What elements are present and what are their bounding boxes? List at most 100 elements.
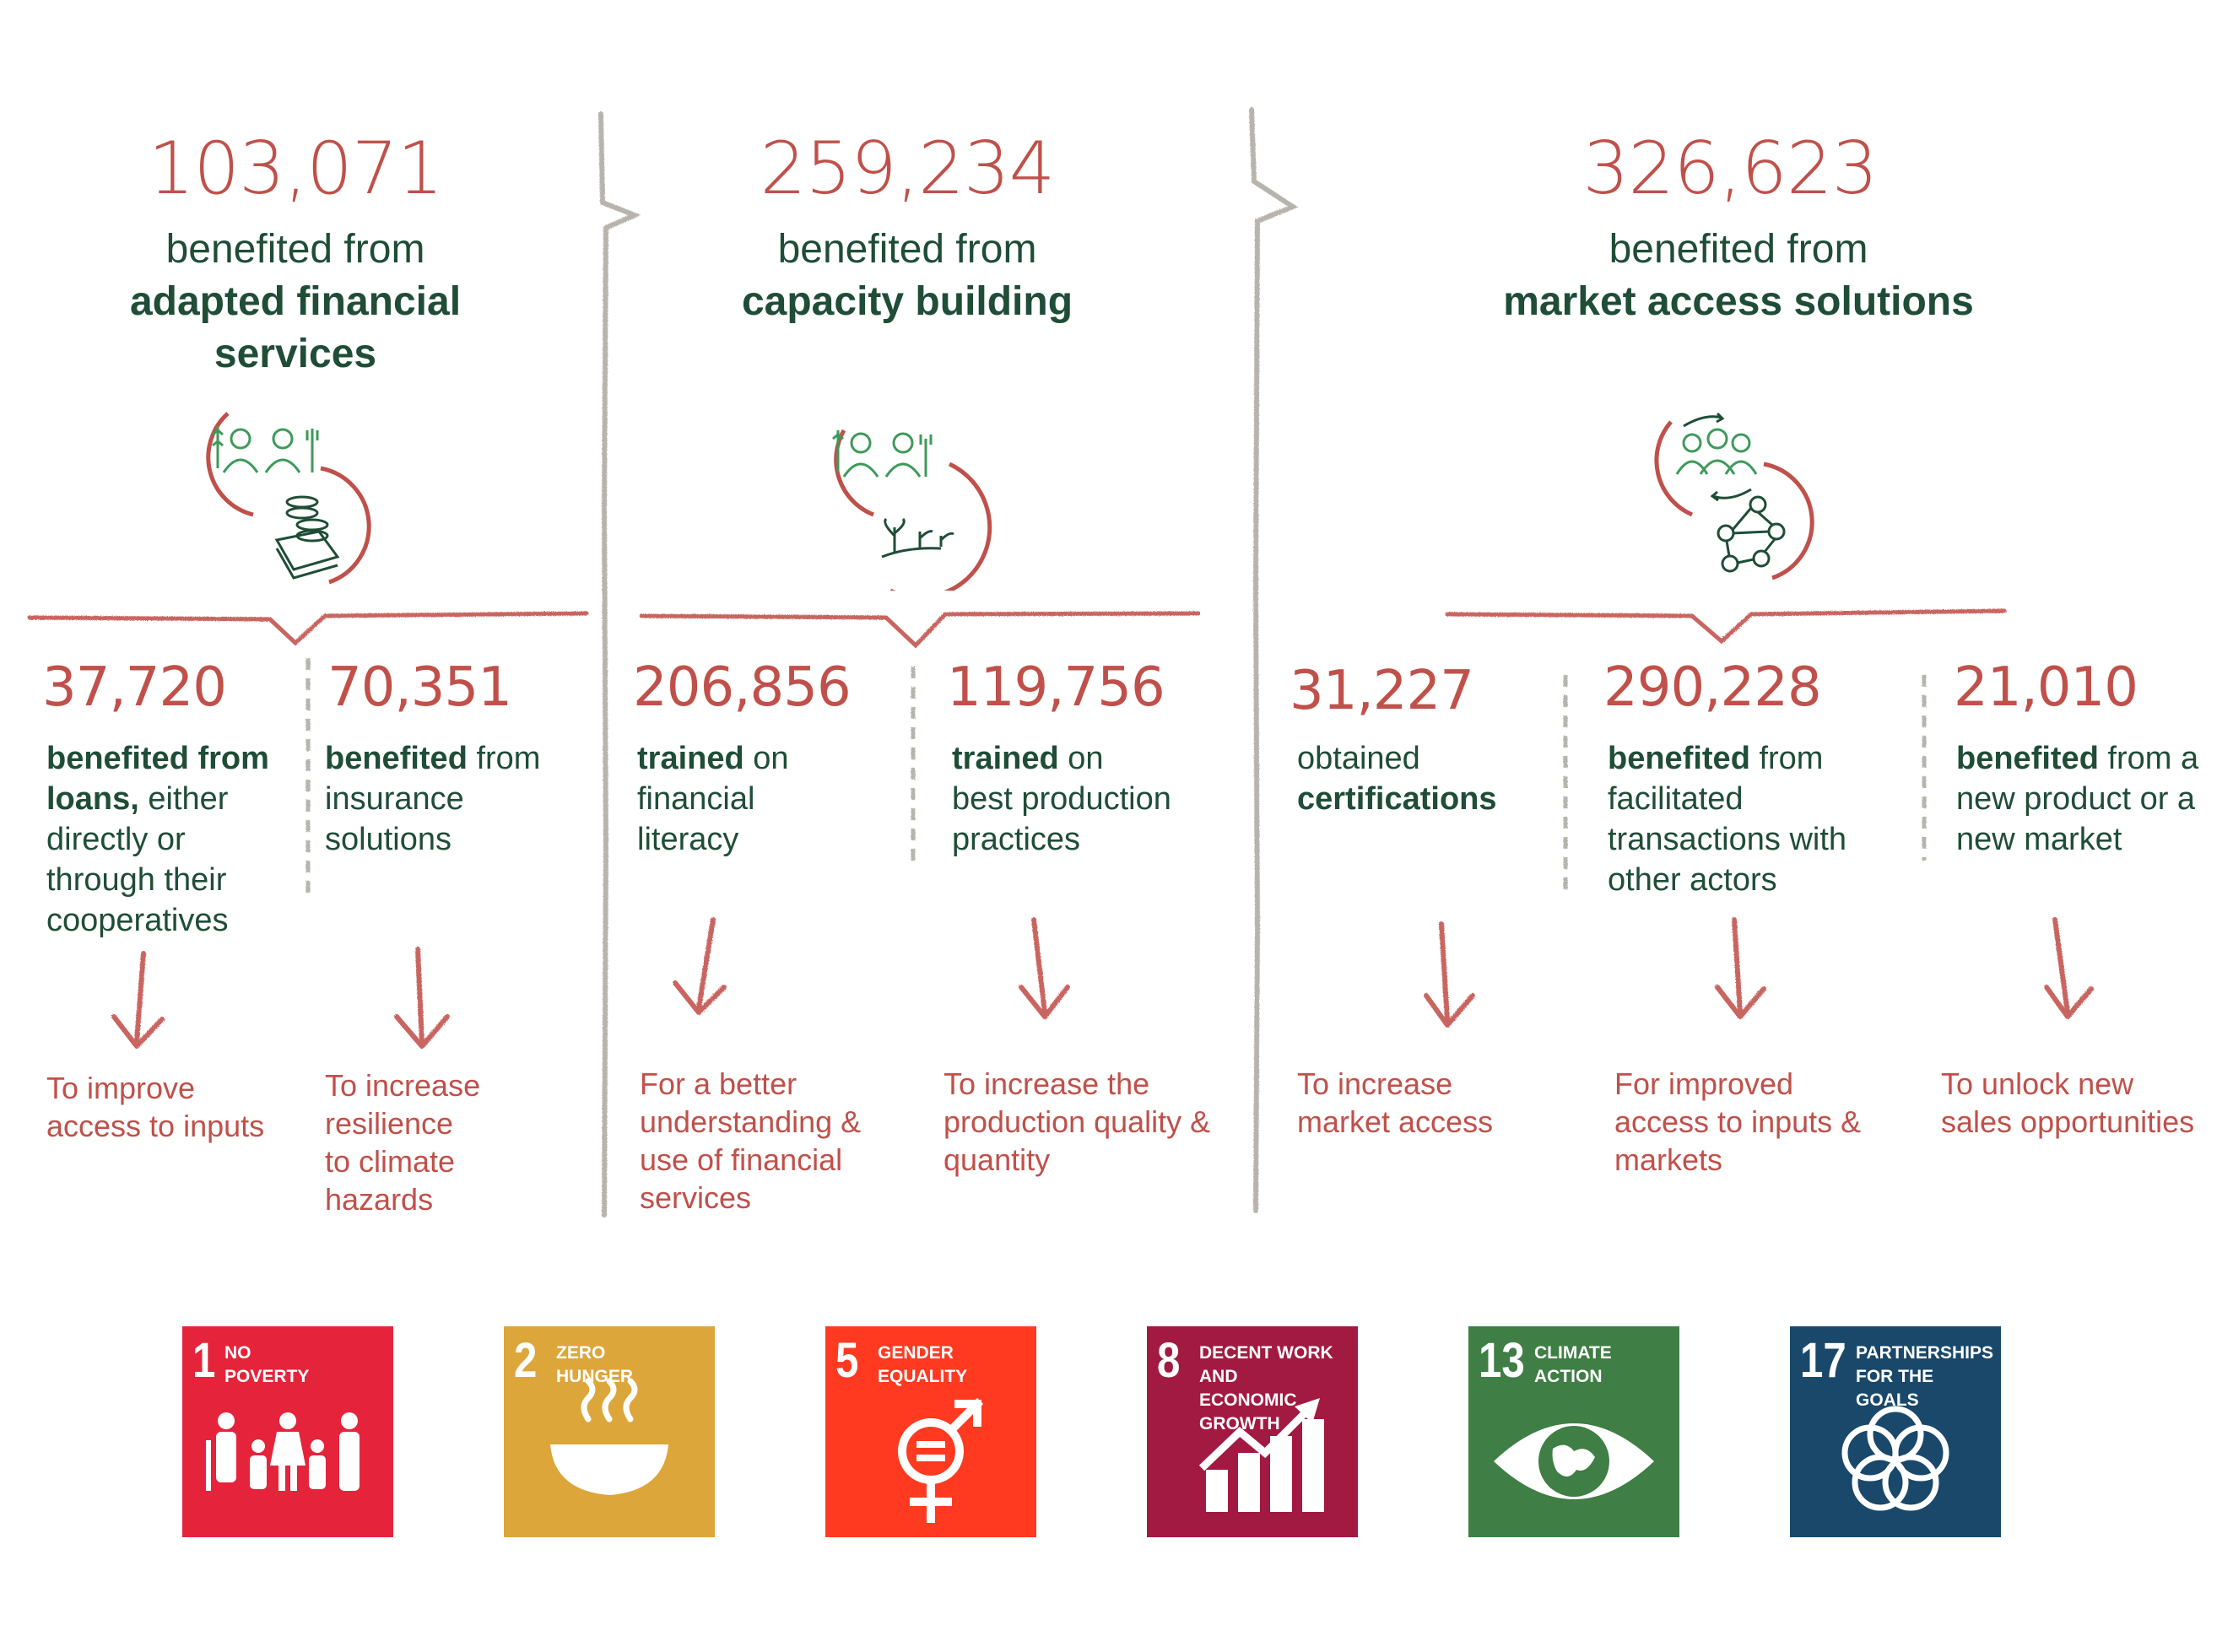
arrow-down-icon-3 <box>673 917 727 1015</box>
gender-equality-icon <box>898 1397 984 1523</box>
farmers-money-icon <box>206 412 371 585</box>
growth-chart-icon <box>1198 1398 1324 1512</box>
arrow-down-icon-1 <box>111 951 165 1049</box>
goal-line: To increase <box>1297 1066 1453 1101</box>
stat-desc-financial-literacy: trained on financial literacy <box>637 738 907 860</box>
stat-desc-text: from a <box>2098 741 2199 776</box>
goal-line: access to inputs & <box>1614 1104 1862 1139</box>
goal-line: quantity <box>943 1142 1051 1177</box>
eye-globe-icon <box>1494 1423 1654 1499</box>
goal-line: market access <box>1297 1104 1494 1139</box>
stat-goal-transactions: For improved access to inputs & markets <box>1614 1065 1901 1179</box>
stat-goal-certifications: To increase market access <box>1297 1065 1567 1141</box>
stat-desc-text: insurance <box>325 781 464 817</box>
stat-value-loans: 37,720 <box>42 656 227 719</box>
sdg-number: 1 <box>192 1333 216 1388</box>
stat-desc-insurance: benefited from insurance solutions <box>325 738 587 860</box>
sdg-title: ZERO HUNGER <box>556 1343 634 1386</box>
sdg-number: 17 <box>1800 1333 1846 1388</box>
stat-goal-production: To increase the production quality & qua… <box>943 1065 1256 1179</box>
rings-icon <box>1841 1406 1949 1511</box>
stat-desc-text: from <box>1749 741 1824 776</box>
sdg-tile-5: 5 GENDER EQUALITY <box>825 1326 1036 1537</box>
stat-value-transactions: 290,228 <box>1603 656 1822 719</box>
goal-line: To increase <box>325 1068 481 1103</box>
stat-desc-bold: loans, <box>46 781 139 817</box>
stat-desc-bold: benefited <box>1608 741 1750 776</box>
stat-value-certifications: 31,227 <box>1290 660 1474 722</box>
sdg-title: GENDER EQUALITY <box>878 1343 968 1386</box>
stat-desc-text: directly or <box>46 822 186 857</box>
stat-desc-bold: trained <box>952 741 1059 776</box>
pillar-caption-line: benefited from <box>165 227 425 272</box>
sdg-title: DECENT WORK AND ECONOMIC GROWTH <box>1199 1343 1333 1433</box>
stat-desc-text: on <box>1058 741 1104 776</box>
pillar-caption-1: benefited from adapted financial service… <box>68 224 523 381</box>
goal-line: understanding & <box>640 1104 862 1139</box>
pillar-caption-3: benefited from market access solutions <box>1435 224 2042 328</box>
pillar-caption-line: benefited from <box>777 227 1037 272</box>
stat-desc-text: facilitated <box>1608 781 1744 817</box>
stat-desc-bold: benefited <box>325 741 468 776</box>
stat-desc-bold: benefited from <box>46 741 269 776</box>
pillar-total-1: 103,071 <box>148 127 444 211</box>
stat-desc-bold: benefited <box>1956 741 2099 776</box>
stat-desc-text: solutions <box>325 822 451 857</box>
goal-line: For improved <box>1614 1066 1794 1101</box>
goal-line: To unlock new <box>1941 1066 2134 1101</box>
pillar-total-3: 326,623 <box>1582 127 1879 211</box>
sdg-title: CLIMATE ACTION <box>1534 1343 1612 1386</box>
arrow-down-icon-7 <box>2044 917 2094 1019</box>
farmers-network-icon <box>1654 412 1814 580</box>
stat-value-financial-literacy: 206,856 <box>633 656 852 719</box>
stat-desc-text: through their <box>46 862 227 898</box>
stat-desc-text: from <box>467 741 541 776</box>
stat-desc-production: trained on best production practices <box>952 738 1230 860</box>
sdg-title: NO POVERTY <box>224 1343 310 1386</box>
stat-desc-bold: trained <box>637 741 744 776</box>
sdg-tile-8: 8 DECENT WORK AND ECONOMIC GROWTH <box>1147 1326 1358 1537</box>
goal-line: access to inputs <box>46 1109 265 1143</box>
goal-line: sales opportunities <box>1941 1104 2195 1139</box>
stat-desc-text: on <box>743 741 789 776</box>
goal-line: resilience <box>325 1106 454 1141</box>
stat-goal-loans: To improve access to inputs <box>46 1069 316 1145</box>
stat-desc-text: cooperatives <box>46 903 229 938</box>
stat-goal-insurance: To increase resilience to climate hazard… <box>325 1066 587 1218</box>
pillar-caption-bold: capacity building <box>741 279 1073 324</box>
goal-line: to climate <box>325 1144 456 1179</box>
stat-desc-text: new product or a <box>1956 781 2196 817</box>
sdg-number: 8 <box>1157 1333 1181 1388</box>
goal-line: To improve <box>46 1071 196 1105</box>
goal-line: hazards <box>325 1182 434 1217</box>
sdg-tile-17: 17 PARTNERSHIPS FOR THE GOALS <box>1790 1326 2001 1537</box>
pillar-total-2: 259,234 <box>760 127 1056 211</box>
column-divider-2 <box>1249 107 1299 1213</box>
sdg-title: PARTNERSHIPS FOR THE GOALS <box>1856 1343 1993 1410</box>
sdg-tile-2: 2 ZERO HUNGER <box>504 1326 715 1537</box>
stat-desc-text: transactions with <box>1608 822 1847 857</box>
stat-desc-text: other actors <box>1608 862 1777 898</box>
pillar-caption-bold: services <box>214 332 377 376</box>
stat-desc-text: literacy <box>637 822 739 857</box>
column-divider-1 <box>598 111 641 1217</box>
stat-desc-bold: certifications <box>1297 781 1497 817</box>
arrow-down-icon-4 <box>1019 917 1070 1019</box>
pillar-caption-bold: market access solutions <box>1503 279 1974 324</box>
goal-line: markets <box>1614 1142 1723 1177</box>
stat-desc-text: financial <box>637 781 755 817</box>
stat-value-new-market: 21,010 <box>1954 656 2138 719</box>
bowl-icon <box>550 1378 668 1495</box>
sdg-number: 2 <box>514 1333 538 1388</box>
stat-desc-text: obtained <box>1297 741 1420 776</box>
family-icon <box>206 1412 360 1491</box>
stat-value-production: 119,756 <box>947 656 1165 719</box>
goal-line: services <box>640 1180 752 1215</box>
stat-desc-text: best production <box>952 781 1171 817</box>
pillar-caption-line: benefited from <box>1609 227 1868 272</box>
arrow-down-icon-5 <box>1424 921 1475 1028</box>
pillar-caption-bold: adapted financial <box>129 279 462 324</box>
sdg-tile-13: 13 CLIMATE ACTION <box>1468 1326 1679 1537</box>
pillar-caption-2: benefited from capacity building <box>675 224 1139 328</box>
stat-desc-text: new market <box>1956 822 2122 857</box>
